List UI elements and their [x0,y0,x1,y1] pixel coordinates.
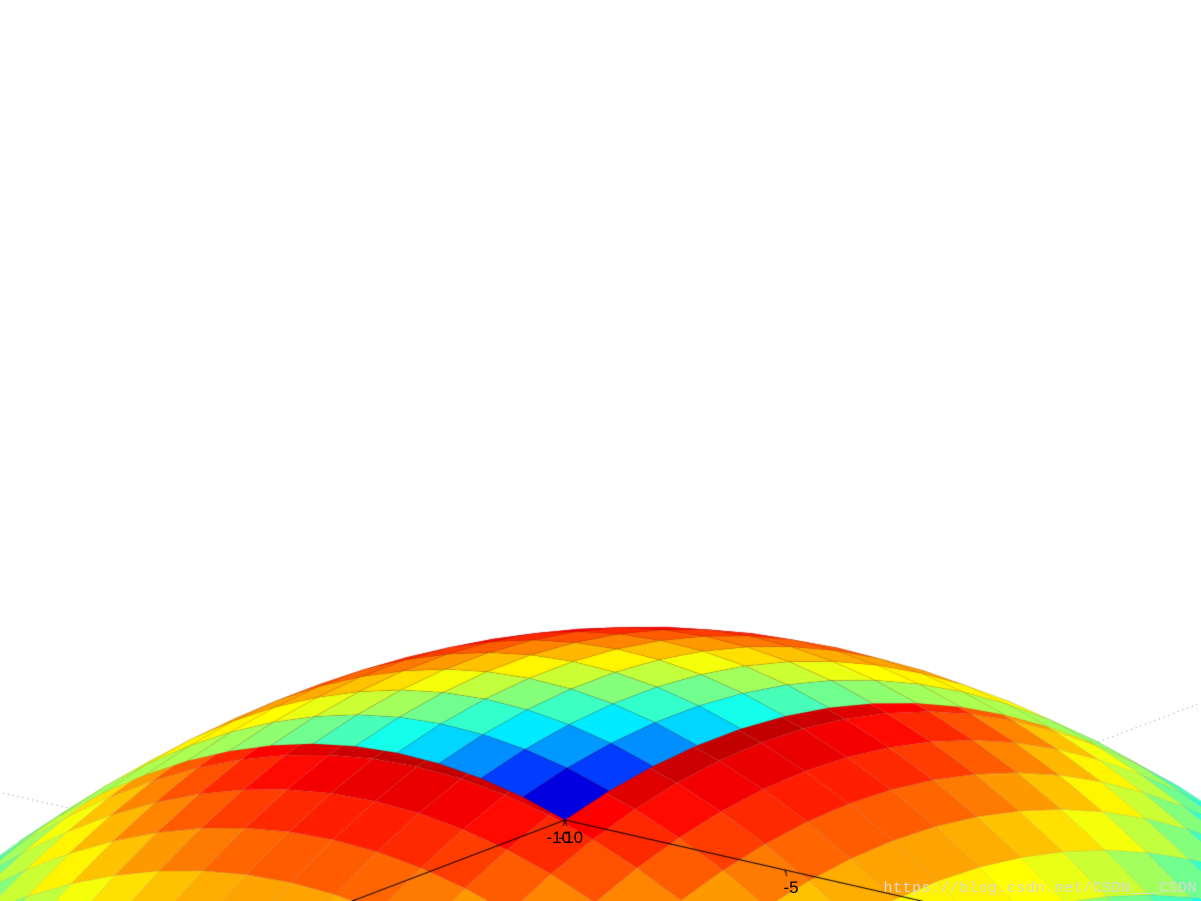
tick-label: -5 [784,878,799,898]
watermark-text: https://blog.csdn.net/CSDN___CSDN [883,880,1197,897]
surface-canvas [0,0,1201,901]
tick-label: -10 [547,828,572,848]
surface-plot-3d: 050100150200-10-50510-10-50510 https://b… [0,0,1201,901]
